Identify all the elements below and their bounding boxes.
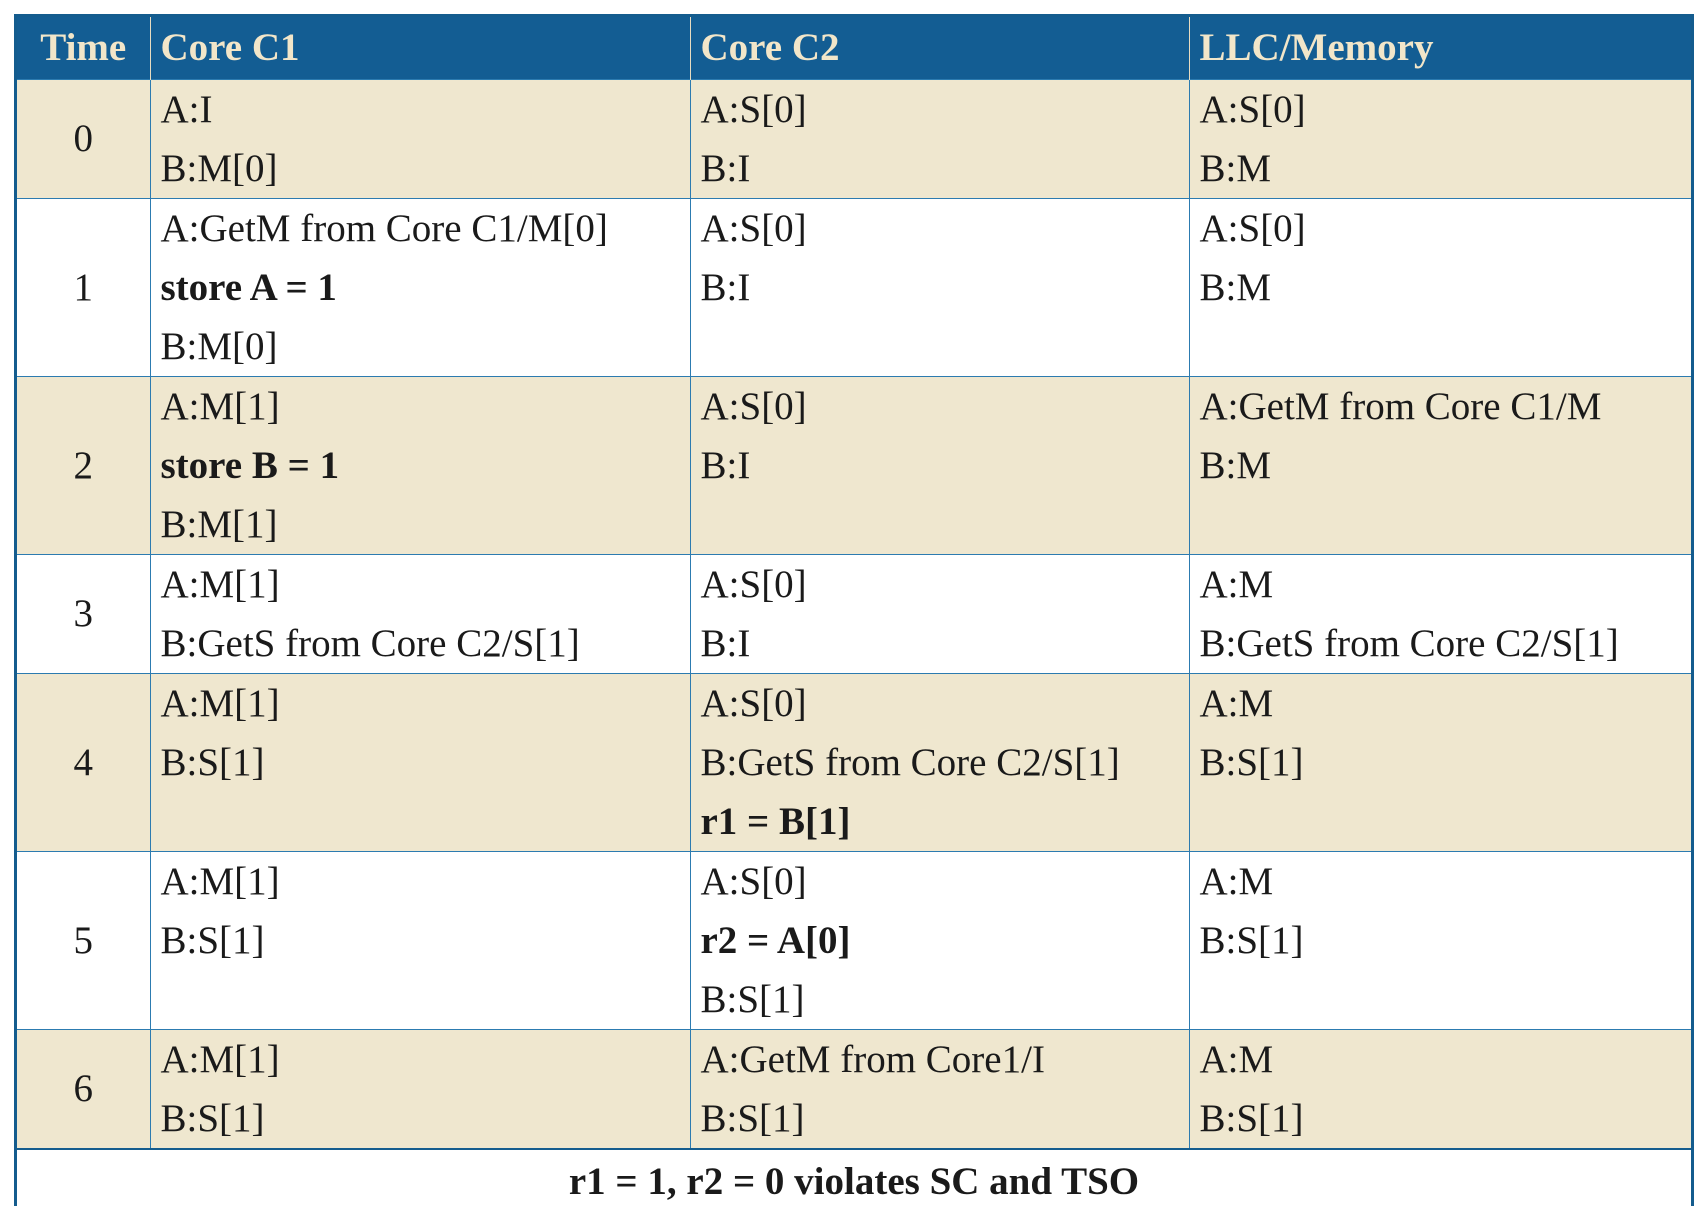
operation-line: r1 = B[1] bbox=[700, 799, 851, 843]
state-line: B:M bbox=[1199, 146, 1272, 190]
state-line: B:I bbox=[700, 443, 751, 487]
cell-time: 5 bbox=[17, 850, 150, 1029]
state-line: B:GetS from Core C2/S[1] bbox=[700, 740, 1120, 784]
state-line: A:S[0] bbox=[700, 206, 807, 250]
state-line: A:S[0] bbox=[1199, 206, 1306, 250]
state-line: B:S[1] bbox=[700, 977, 805, 1021]
table-row: 5 A:M[1] B:S[1] A:S[0] r2 = A[0] B:S[1] A:M B:S… bbox=[17, 850, 1691, 1029]
cell-time: 4 bbox=[17, 672, 150, 851]
cell-time: 6 bbox=[17, 1028, 150, 1149]
state-line: B:M bbox=[1199, 265, 1272, 309]
state-line: A:GetM from Core C1/M[0] bbox=[160, 206, 608, 250]
cell-core-c1: A:M[1] B:S[1] bbox=[149, 1028, 690, 1149]
table-row: 0 A:I B:M[0] A:S[0] B:I A:S[0] B:M bbox=[17, 78, 1691, 198]
state-line: A:S[0] bbox=[700, 562, 807, 606]
state-line: A:M bbox=[1199, 859, 1274, 903]
table-row: 1 A:GetM from Core C1/M[0] store A = 1 B:M[… bbox=[17, 197, 1691, 376]
state-line: B:M[0] bbox=[160, 146, 278, 190]
table-row: 4 A:M[1] B:S[1] A:S[0] B:GetS from Core C2/S… bbox=[17, 672, 1691, 851]
state-line: B:GetS from Core C2/S[1] bbox=[160, 621, 580, 665]
cell-llc-memory: A:S[0] B:M bbox=[1188, 78, 1691, 198]
cell-llc-memory: A:S[0] B:M bbox=[1188, 197, 1691, 376]
header-core-c1: Core C1 bbox=[149, 17, 690, 79]
state-line: A:M bbox=[1199, 681, 1274, 725]
table-row: 2 A:M[1] store B = 1 B:M[1] A:S[0] B:I A:GetM … bbox=[17, 375, 1691, 554]
state-line: B:S[1] bbox=[700, 1096, 805, 1140]
cell-time: 1 bbox=[17, 197, 150, 376]
operation-line: store A = 1 bbox=[160, 265, 337, 309]
footer-row: r1 = 1, r2 = 0 violates SC and TSO bbox=[17, 1147, 1691, 1214]
header-time: Time bbox=[17, 17, 150, 79]
coherence-timeline-table: Time Core C1 Core C2 LLC/Memory 0 A:I B:M[… bbox=[17, 17, 1691, 1214]
state-line: A:S[0] bbox=[700, 87, 807, 131]
operation-line: r2 = A[0] bbox=[700, 918, 851, 962]
cell-llc-memory: A:M B:S[1] bbox=[1188, 672, 1691, 851]
state-line: B:GetS from Core C2/S[1] bbox=[1199, 621, 1619, 665]
state-line: B:S[1] bbox=[1199, 918, 1304, 962]
state-line: A:GetM from Core C1/M bbox=[1199, 384, 1602, 428]
state-line: A:M[1] bbox=[160, 859, 280, 903]
state-line: A:I bbox=[160, 87, 213, 131]
table-body: 0 A:I B:M[0] A:S[0] B:I A:S[0] B:M 1 A:GetM from… bbox=[17, 78, 1691, 1149]
cell-core-c1: A:M[1] B:GetS from Core C2/S[1] bbox=[149, 553, 690, 673]
cell-core-c2: A:GetM from Core1/I B:S[1] bbox=[689, 1028, 1189, 1149]
state-line: A:M[1] bbox=[160, 384, 280, 428]
cell-core-c1: A:M[1] B:S[1] bbox=[149, 672, 690, 851]
state-line: B:I bbox=[700, 146, 751, 190]
state-line: B:M bbox=[1199, 443, 1272, 487]
header-row: Time Core C1 Core C2 LLC/Memory bbox=[17, 17, 1691, 79]
state-line: B:S[1] bbox=[160, 740, 265, 784]
cell-llc-memory: A:GetM from Core C1/M B:M bbox=[1188, 375, 1691, 554]
cell-core-c2: A:S[0] B:I bbox=[689, 78, 1189, 198]
state-line: A:S[0] bbox=[700, 384, 807, 428]
state-line: B:S[1] bbox=[160, 918, 265, 962]
header-core-c2: Core C2 bbox=[689, 17, 1189, 79]
cell-core-c2: A:S[0] B:I bbox=[689, 197, 1189, 376]
state-line: A:M bbox=[1199, 562, 1274, 606]
state-line: A:S[0] bbox=[700, 681, 807, 725]
cell-time: 2 bbox=[17, 375, 150, 554]
cell-core-c2: A:S[0] r2 = A[0] B:S[1] bbox=[689, 850, 1189, 1029]
cell-llc-memory: A:M B:S[1] bbox=[1188, 1028, 1691, 1149]
state-line: A:M[1] bbox=[160, 562, 280, 606]
state-line: A:S[0] bbox=[700, 859, 807, 903]
cell-core-c1: A:GetM from Core C1/M[0] store A = 1 B:M[0… bbox=[149, 197, 690, 376]
cell-core-c1: A:M[1] store B = 1 B:M[1] bbox=[149, 375, 690, 554]
state-line: B:M[0] bbox=[160, 324, 278, 368]
state-line: B:I bbox=[700, 265, 751, 309]
state-line: B:S[1] bbox=[160, 1096, 265, 1140]
cell-core-c2: A:S[0] B:I bbox=[689, 553, 1189, 673]
state-line: A:GetM from Core1/I bbox=[700, 1037, 1045, 1081]
coherence-table-frame: Time Core C1 Core C2 LLC/Memory 0 A:I B:M[… bbox=[14, 14, 1694, 1214]
table-row: 3 A:M[1] B:GetS from Core C2/S[1] A:S[0] B:I… bbox=[17, 553, 1691, 673]
cell-core-c2: A:S[0] B:I bbox=[689, 375, 1189, 554]
cell-core-c1: A:M[1] B:S[1] bbox=[149, 850, 690, 1029]
table-row: 6 A:M[1] B:S[1] A:GetM from Core1/I B:S[1] A:… bbox=[17, 1028, 1691, 1149]
footer-conclusion: r1 = 1, r2 = 0 violates SC and TSO bbox=[17, 1147, 1691, 1214]
state-line: B:S[1] bbox=[1199, 1096, 1304, 1140]
state-line: A:M bbox=[1199, 1037, 1274, 1081]
state-line: B:I bbox=[700, 621, 751, 665]
cell-core-c1: A:I B:M[0] bbox=[149, 78, 690, 198]
state-line: A:M[1] bbox=[160, 1037, 280, 1081]
state-line: B:S[1] bbox=[1199, 740, 1304, 784]
operation-line: store B = 1 bbox=[160, 443, 340, 487]
cell-time: 0 bbox=[17, 78, 150, 198]
state-line: B:M[1] bbox=[160, 502, 278, 546]
header-llc-memory: LLC/Memory bbox=[1188, 17, 1691, 79]
cell-core-c2: A:S[0] B:GetS from Core C2/S[1] r1 = B[1] bbox=[689, 672, 1189, 851]
cell-llc-memory: A:M B:GetS from Core C2/S[1] bbox=[1188, 553, 1691, 673]
state-line: A:M[1] bbox=[160, 681, 280, 725]
cell-llc-memory: A:M B:S[1] bbox=[1188, 850, 1691, 1029]
state-line: A:S[0] bbox=[1199, 87, 1306, 131]
cell-time: 3 bbox=[17, 553, 150, 673]
